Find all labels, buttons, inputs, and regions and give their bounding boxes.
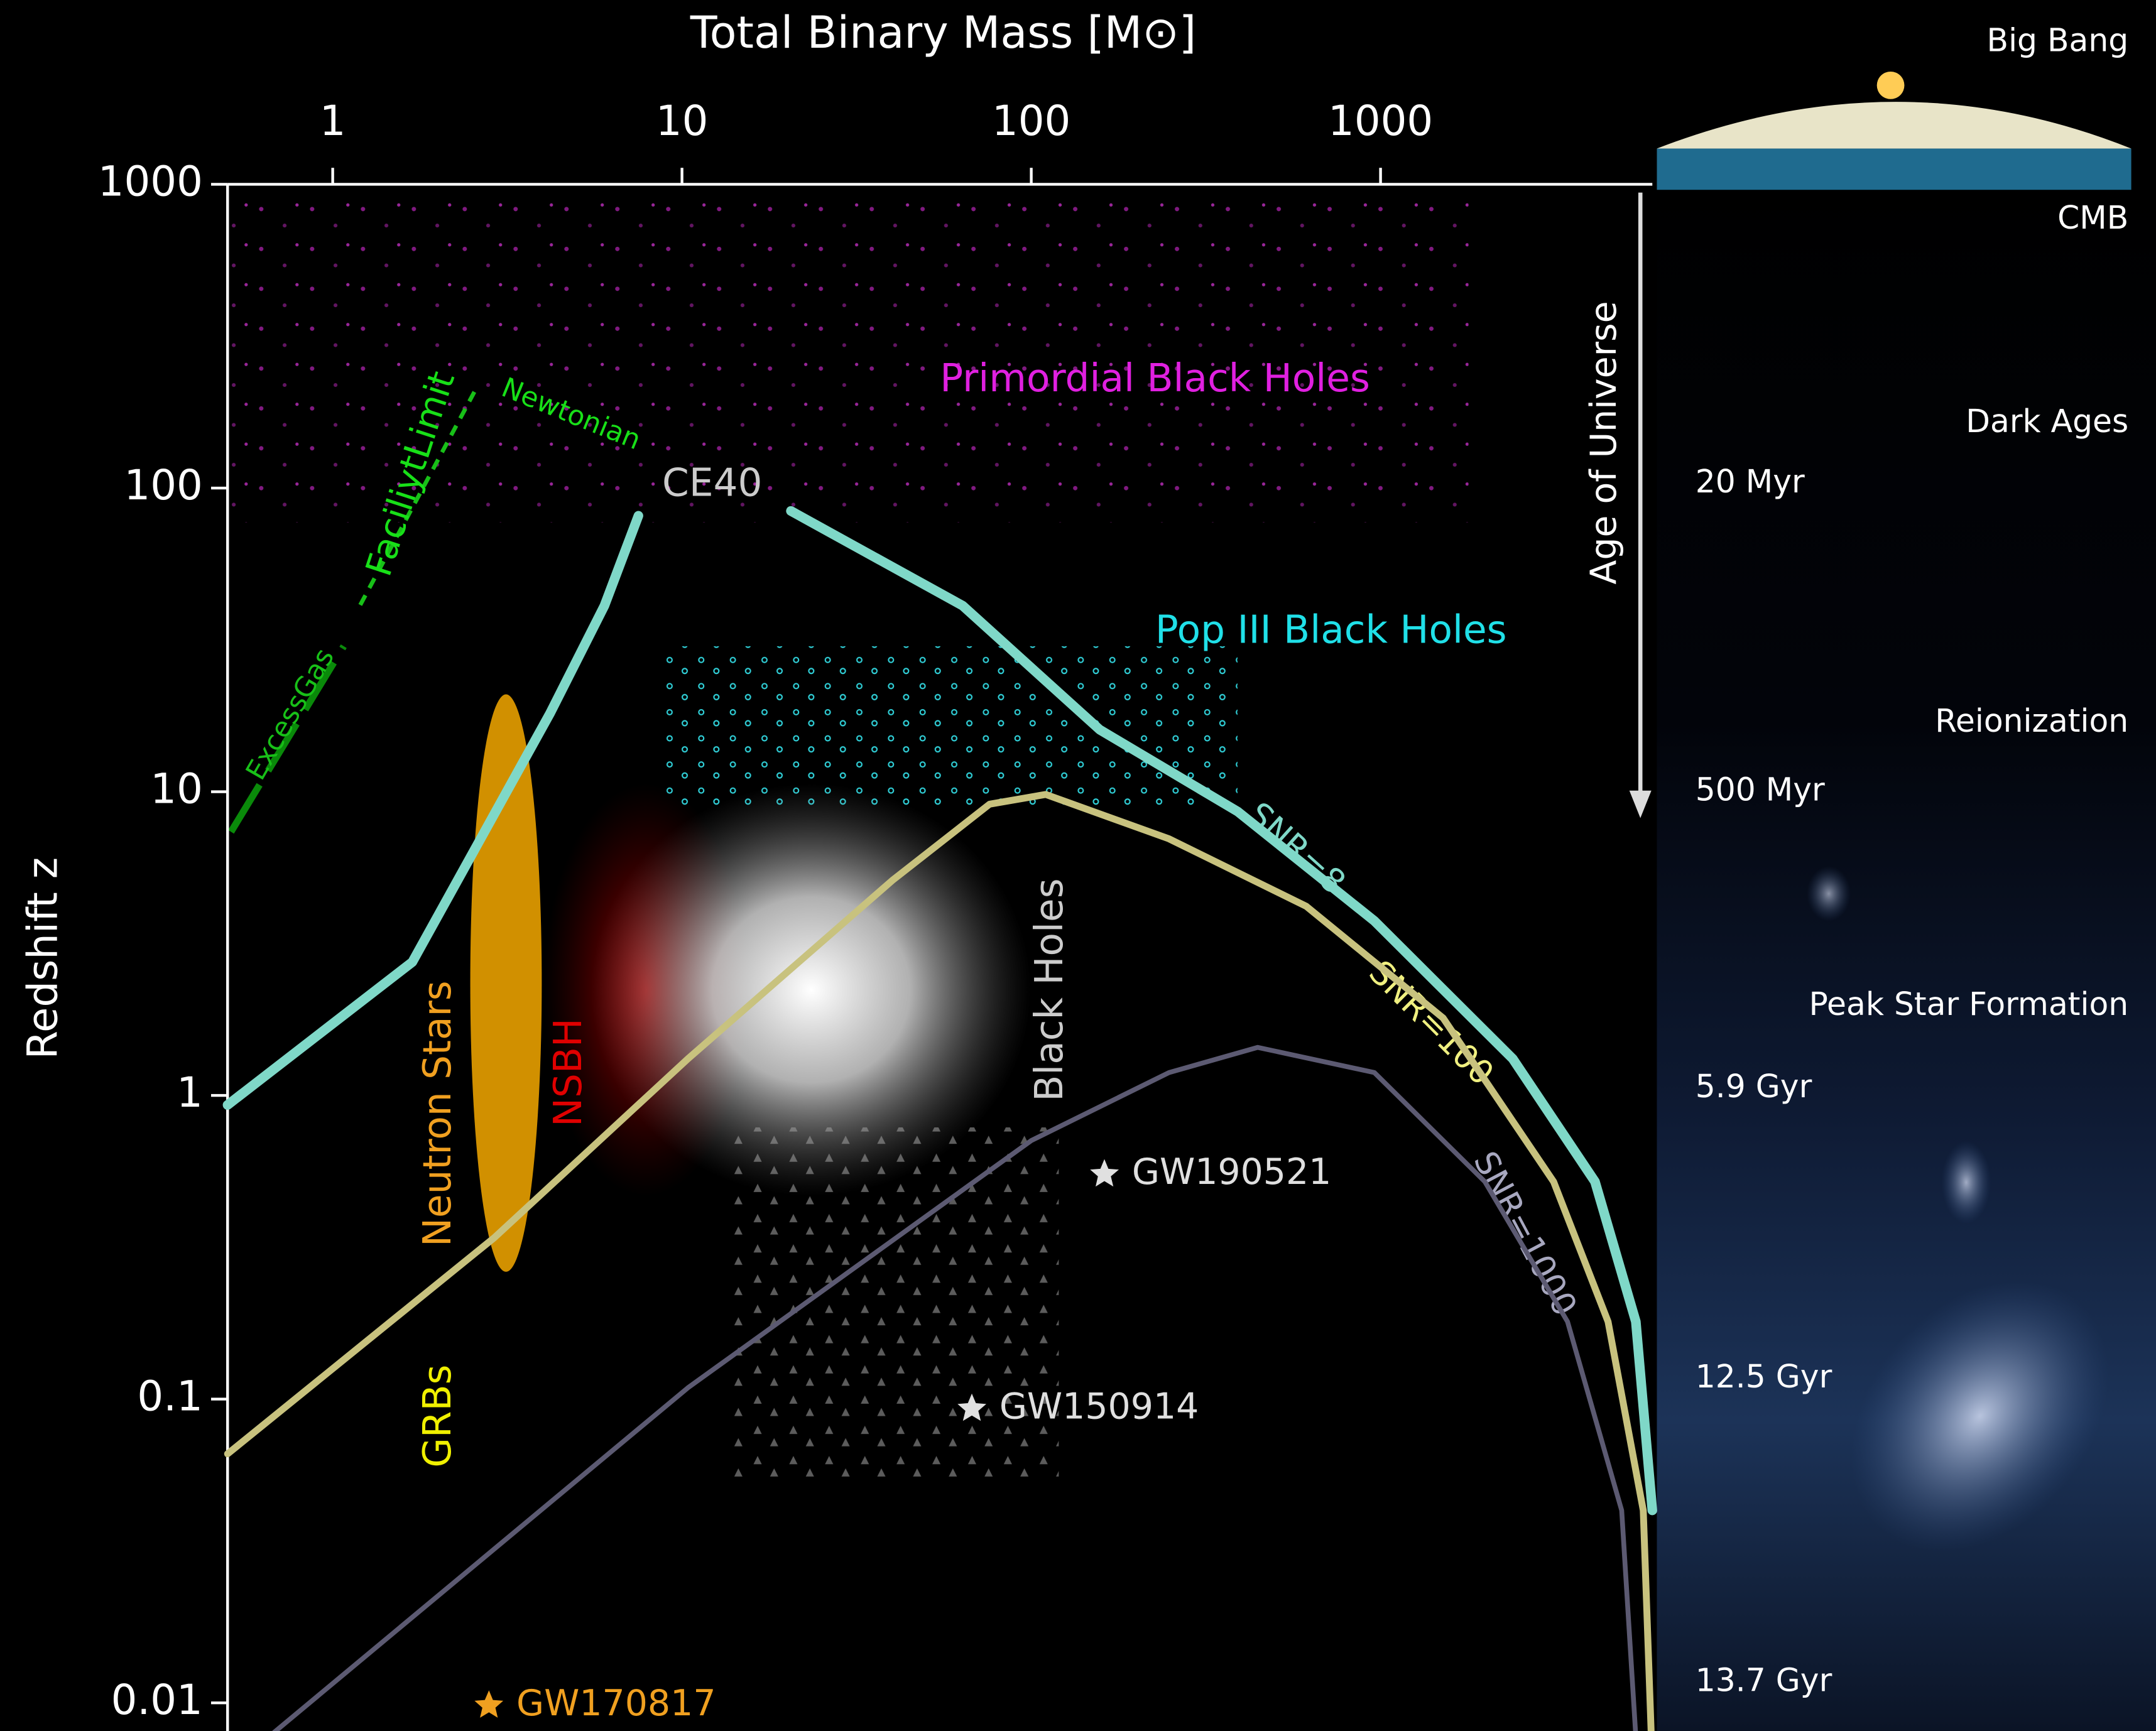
annotation: Black Holes [1027, 878, 1072, 1101]
annotation: GRBs [415, 1365, 460, 1468]
age-label: 500 Myr [1696, 771, 1825, 808]
event-marker [474, 1690, 504, 1718]
bh-detections [729, 1127, 1059, 1485]
galaxy [1941, 1141, 1991, 1224]
event-label: GW190521 [1132, 1151, 1332, 1193]
epoch-label: Peak Star Formation [1809, 985, 2128, 1023]
annotation: NSBH [546, 1018, 591, 1127]
y-tick-label: 1000 [98, 158, 203, 206]
event-marker [1090, 1159, 1119, 1187]
x-tick-label: 10 [656, 97, 709, 145]
galaxy [1851, 1280, 2109, 1552]
age-label: 13.7 Gyr [1696, 1662, 1832, 1699]
x-axis-title: Total Binary Mass [M⊙] [690, 7, 1196, 58]
snr-curve [224, 791, 1655, 1731]
y-tick-label: 0.01 [111, 1676, 203, 1724]
y-tick-label: 100 [124, 462, 203, 509]
pop3-cloud [660, 646, 1238, 811]
x-tick-label: 100 [992, 97, 1070, 145]
y-tick-label: 10 [150, 766, 203, 813]
age-label: 20 Myr [1696, 463, 1805, 500]
event-marker [957, 1393, 987, 1421]
epoch-label: Reionization [1935, 702, 2128, 739]
x-tick-label: 1 [320, 97, 346, 145]
event-label: GW170817 [516, 1683, 716, 1724]
galaxy [1807, 866, 1851, 921]
epoch-label: Dark Ages [1966, 403, 2128, 440]
y-tick-label: 1 [177, 1069, 203, 1117]
annotation: Neutron Stars [415, 980, 460, 1247]
primordial-cloud [231, 192, 1469, 523]
age-arrow-head [1629, 790, 1652, 818]
age-label: 5.9 Gyr [1696, 1068, 1812, 1105]
timeline-axis-label: Age of Universe [1583, 301, 1625, 584]
neutron-star-cloud [470, 694, 542, 1272]
epoch-label: CMB [2057, 199, 2128, 236]
bh-cloud [591, 783, 1032, 1197]
y-axis-title: Redshift z [19, 857, 67, 1060]
facility-line [358, 391, 477, 606]
annotation: Primordial Black Holes [940, 356, 1370, 401]
snr-curve [222, 506, 1657, 1516]
facility-line [228, 644, 347, 834]
big-bang-dome [1657, 102, 2132, 149]
detector-label: CE40 [662, 460, 762, 505]
x-tick-label: 1000 [1328, 97, 1433, 145]
cmb-map [1657, 148, 2132, 190]
annotation: Pop III Black Holes [1155, 608, 1507, 653]
epoch-label: Big Bang [1987, 22, 2129, 59]
big-bang-flash [1876, 71, 1905, 99]
y-tick-label: 0.1 [137, 1373, 202, 1421]
event-label: GW150914 [999, 1386, 1199, 1427]
age-label: 12.5 Gyr [1696, 1358, 1832, 1395]
snr-curve [272, 1045, 1638, 1731]
